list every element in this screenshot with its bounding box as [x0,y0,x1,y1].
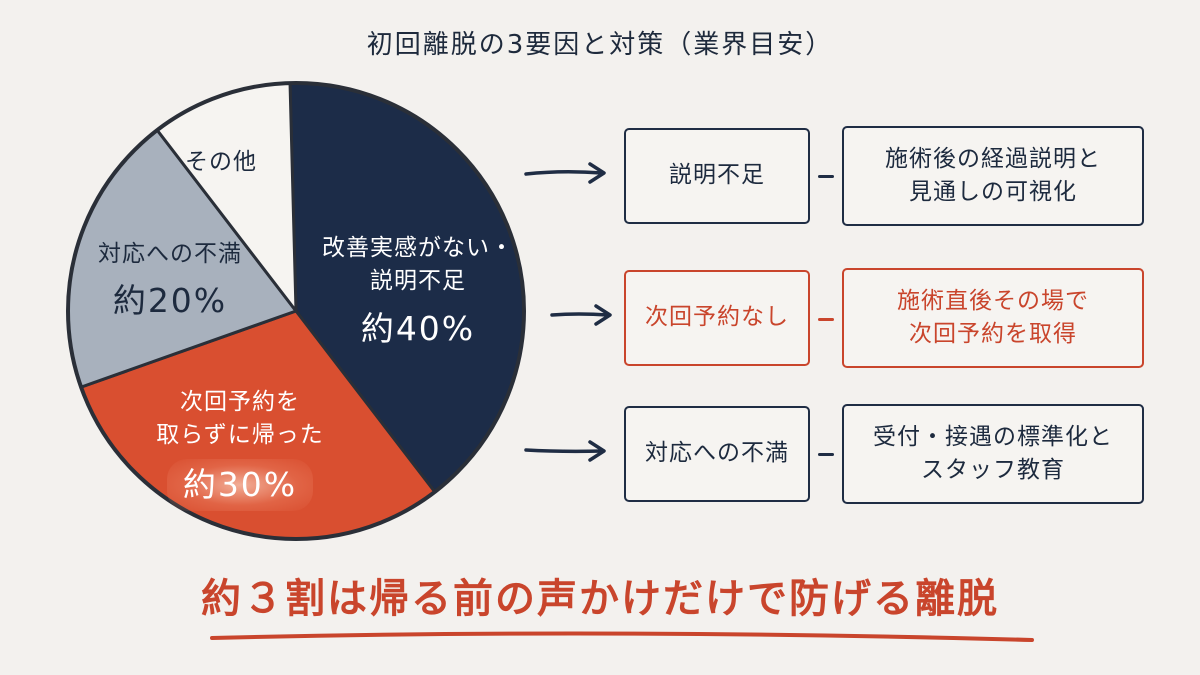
pie-label-red-line2: 取らずに帰った [156,422,324,449]
cause-box-1: 説明不足 [624,128,810,224]
arrow-icon-row2 [550,304,612,326]
cause-label-3: 対応への不満 [645,440,789,467]
cause-label-1: 説明不足 [669,162,765,189]
pie-label-red-pct: 約30% [166,458,314,511]
action-line2-2: 次回予約を取得 [909,321,1077,347]
action-line1-3: 受付・接遇の標準化と [873,423,1113,450]
pie-label-other: その他 [166,146,276,179]
pie-label-gray-line1: 対応への不満 [98,241,242,267]
cause-box-3: 対応への不満 [624,406,810,502]
pie-label-red: 次回予約を 取らずに帰った 約30% [140,386,340,511]
action-box-1: 施術後の経過説明と 見通しの可視化 [842,126,1144,226]
action-line2-3: スタッフ教育 [921,457,1065,483]
pie-outline [66,81,526,541]
pie-label-other-text: その他 [185,149,257,175]
conclusion-text: 約３割は帰る前の声かけだけで防げる離脱 [201,576,999,622]
pie-label-red-line1: 次回予約を [180,389,300,415]
action-line1-1: 施術後の経過説明と [885,145,1101,172]
connector-2 [818,318,834,321]
pie-label-navy-line1: 改善実感がない・ [322,235,514,261]
page-title: 初回離脱の3要因と対策（業界目安） [366,30,834,60]
action-box-3: 受付・接遇の標準化と スタッフ教育 [842,404,1144,504]
cause-box-2: 次回予約なし [624,270,810,366]
action-box-2: 施術直後その場で 次回予約を取得 [842,268,1144,368]
pie-label-navy-line2: 説明不足 [370,268,466,295]
connector-1 [818,175,834,178]
cause-label-2: 次回予約なし [645,304,789,331]
action-line1-2: 施術直後その場で [897,287,1089,314]
arrow-icon-row3 [524,440,606,462]
pie-label-navy: 改善実感がない・ 説明不足 約40% [318,232,518,353]
pie-label-navy-pct: 約40% [360,308,476,348]
action-line2-1: 見通しの可視化 [909,179,1077,205]
pie-label-gray: 対応への不満 約20% [80,238,260,325]
connector-3 [818,453,834,456]
arrow-icon-row1 [524,162,606,184]
pie-label-gray-pct: 約20% [112,281,228,321]
